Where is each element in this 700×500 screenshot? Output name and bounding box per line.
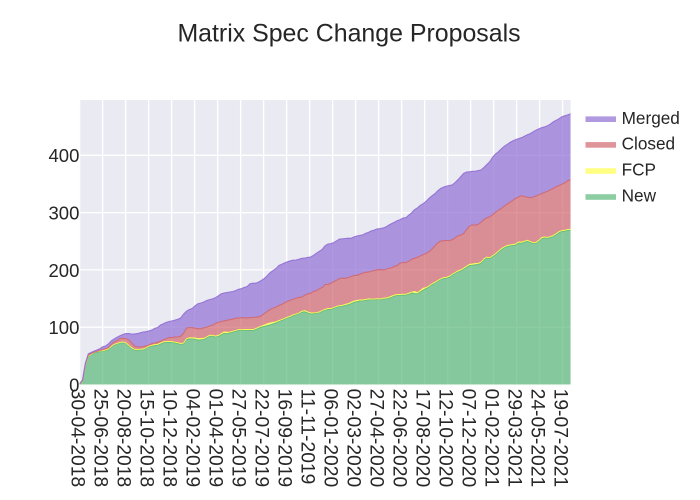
svg-text:02-03-2020: 02-03-2020 — [342, 389, 363, 488]
svg-text:20-08-2018: 20-08-2018 — [112, 389, 133, 488]
svg-text:New: New — [622, 186, 657, 206]
svg-text:Matrix Spec Change Proposals: Matrix Spec Change Proposals — [177, 20, 520, 48]
svg-text:12-10-2020: 12-10-2020 — [434, 389, 455, 488]
svg-text:01-02-2021: 01-02-2021 — [480, 389, 501, 488]
svg-text:10-12-2018: 10-12-2018 — [158, 389, 179, 488]
svg-text:16-09-2019: 16-09-2019 — [273, 389, 294, 488]
svg-text:25-06-2018: 25-06-2018 — [89, 389, 110, 488]
svg-text:19-07-2021: 19-07-2021 — [549, 389, 570, 488]
svg-text:15-10-2018: 15-10-2018 — [135, 389, 156, 488]
svg-text:11-11-2019: 11-11-2019 — [296, 389, 317, 485]
svg-text:22-06-2020: 22-06-2020 — [388, 389, 409, 488]
svg-text:30-04-2018: 30-04-2018 — [66, 389, 87, 488]
svg-text:06-01-2020: 06-01-2020 — [319, 389, 340, 488]
svg-text:27-05-2019: 27-05-2019 — [227, 389, 248, 488]
svg-text:04-02-2019: 04-02-2019 — [181, 389, 202, 488]
svg-text:01-04-2019: 01-04-2019 — [204, 389, 225, 488]
svg-text:07-12-2020: 07-12-2020 — [457, 389, 478, 488]
svg-text:29-03-2021: 29-03-2021 — [503, 389, 524, 488]
svg-text:400: 400 — [49, 145, 80, 166]
svg-text:27-04-2020: 27-04-2020 — [365, 389, 386, 488]
svg-text:300: 300 — [49, 203, 80, 224]
svg-text:FCP: FCP — [622, 160, 656, 180]
svg-text:22-07-2019: 22-07-2019 — [250, 389, 271, 488]
svg-text:17-08-2020: 17-08-2020 — [411, 389, 432, 488]
svg-text:0: 0 — [69, 374, 79, 395]
svg-text:Merged: Merged — [622, 108, 680, 128]
svg-text:Closed: Closed — [622, 134, 676, 154]
svg-text:24-05-2021: 24-05-2021 — [526, 389, 547, 488]
svg-text:200: 200 — [49, 260, 80, 281]
svg-text:100: 100 — [49, 317, 80, 338]
